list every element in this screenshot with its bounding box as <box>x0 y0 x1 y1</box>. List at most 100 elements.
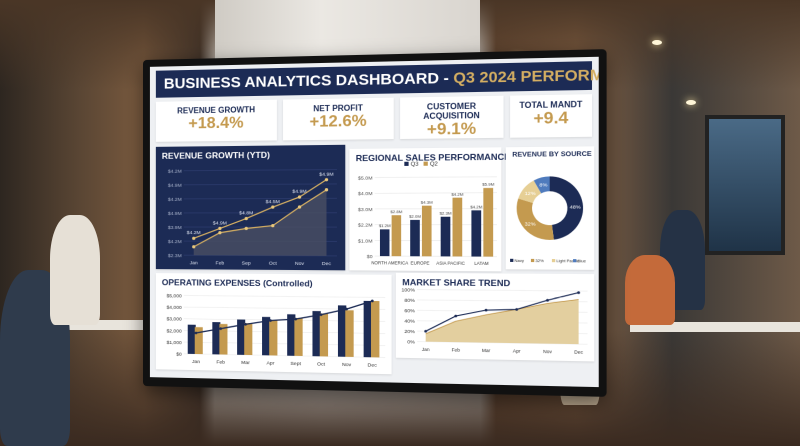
kpi-label: CUSTOMER ACQUISITION <box>423 101 480 122</box>
legend-label: Blue <box>577 259 585 263</box>
x-tick-label: Jan <box>422 347 430 352</box>
bar <box>440 216 451 257</box>
slice-label: 48% <box>570 204 582 210</box>
legend-swatch <box>573 259 577 263</box>
dashboard-title: BUSINESS ANALYTICS DASHBOARD - Q3 2024 P… <box>155 61 599 98</box>
x-tick-label: NORTH AMERICA <box>371 260 408 265</box>
data-label: $2.0M <box>409 214 421 219</box>
y-tick-label: 100% <box>401 287 415 293</box>
bar <box>410 219 420 257</box>
bar <box>187 324 196 354</box>
revenue-growth-chart: $2.3M $4.2M $3.9M $4.9M $4.2M $4.9M $4.2M $4.2M… <box>168 145 345 267</box>
y-tick-label: $4.2M <box>168 197 182 203</box>
x-tick-label: Apr <box>267 360 275 366</box>
data-point <box>297 195 302 199</box>
y-tick-label: $1.0M <box>358 238 373 244</box>
data-point <box>244 226 248 231</box>
x-tick-label: Sept <box>290 361 301 367</box>
gridline <box>184 184 337 185</box>
x-tick-label: Oct <box>269 261 278 267</box>
donut-slice <box>516 198 554 240</box>
x-tick-label: Dec <box>368 362 378 368</box>
y-tick-label: 20% <box>404 329 415 335</box>
data-label: $4.5M <box>266 199 280 205</box>
data-label: $4.9M <box>213 220 227 226</box>
slice-label: 32% <box>525 222 537 228</box>
bar <box>319 313 329 357</box>
y-tick-label: 80% <box>404 298 415 304</box>
y-tick-label: $2.2M <box>358 223 373 229</box>
revenue-growth-panel: REVENUE GROWTH (YTD) $2.3M $4.2M $3.9M $4.9… <box>155 144 346 271</box>
data-label: $4.8M <box>239 210 253 216</box>
operating-expenses-chart: $0 $1,000 $2,000 $3,000 $4,000 $5,000 Jan Feb Ma… <box>167 293 392 369</box>
gridline <box>375 177 497 178</box>
bar <box>483 187 494 257</box>
y-tick-label: 0% <box>407 339 415 345</box>
data-point <box>577 291 581 295</box>
bar <box>244 323 253 356</box>
data-point <box>297 205 302 209</box>
y-tick-label: $4.0M <box>358 191 373 197</box>
y-tick-label: 40% <box>404 318 415 324</box>
legend-label: 32% <box>535 259 544 263</box>
y-tick-label: $3.9M <box>168 225 182 231</box>
y-tick-label: $5,000 <box>167 293 182 299</box>
x-tick-label: Dec <box>574 349 584 355</box>
bar <box>363 300 373 358</box>
slice-label: 12% <box>525 191 537 197</box>
legend-label: Light Pacific <box>556 259 579 263</box>
x-tick-label: Nov <box>295 261 305 267</box>
data-label: $2.8M <box>390 209 402 214</box>
bar <box>337 305 347 357</box>
operating-expenses-panel: OPERATING EXPENSES (Controlled) $0 $1,000… <box>155 273 392 375</box>
person <box>50 215 100 325</box>
x-tick-label: Mar <box>241 360 250 366</box>
title-accent: Q3 2024 PERFORMANCE <box>453 65 599 88</box>
data-point <box>324 178 329 182</box>
gridline <box>184 307 386 309</box>
kpi-value: +9.1% <box>426 120 477 139</box>
gridline <box>375 193 497 194</box>
x-tick-label: Oct <box>317 361 326 367</box>
window <box>705 115 785 255</box>
y-tick-label: $3,000 <box>167 316 182 322</box>
gridline <box>184 170 337 171</box>
person <box>625 255 675 325</box>
tv-monitor: BUSINESS ANALYTICS DASHBOARD - Q3 2024 P… <box>143 49 607 397</box>
bar <box>471 210 482 257</box>
data-label: $4.9M <box>319 171 333 177</box>
bar <box>194 327 203 355</box>
y-tick-label: $4,000 <box>167 305 182 311</box>
bar <box>287 314 296 356</box>
y-tick-label: $4.9M <box>168 211 182 217</box>
y-tick-label: $3.0M <box>358 207 373 213</box>
x-tick-label: Sep <box>242 261 251 267</box>
bar <box>379 229 390 257</box>
desk <box>630 322 800 332</box>
ceiling-light <box>652 40 662 45</box>
regional-sales-chart: Q3 Q2 $0 $1.0M $2.2M $3.0M $4.0M $5.0M $1.2M $2.8… <box>358 161 501 266</box>
legend-label: Navy <box>514 259 524 263</box>
kpi-card-total: TOTAL MANDT +9.4 <box>510 94 593 138</box>
y-tick-label: $4.2M <box>168 169 182 175</box>
x-tick-label: EUROPE <box>411 260 430 265</box>
bar <box>370 300 380 358</box>
legend-label: Q2 <box>430 161 438 167</box>
y-tick-label: $4.9M <box>168 183 182 189</box>
x-tick-label: Feb <box>216 359 225 365</box>
dashboard-screen: BUSINESS ANALYTICS DASHBOARD - Q3 2024 P… <box>149 56 599 388</box>
data-label: $2.3M <box>440 210 452 215</box>
data-label: $1.2M <box>379 223 391 228</box>
bar <box>219 323 228 355</box>
y-tick-label: $0 <box>367 254 373 260</box>
gridline <box>184 295 386 297</box>
data-label: $4.2M <box>470 204 482 209</box>
x-tick-label: Apr <box>513 348 521 353</box>
kpi-card-revenue-growth: REVENUE GROWTH +18.4% <box>155 99 277 142</box>
revenue-by-source-panel: REVENUE BY SOURCE 48% 32% 12% 8% Navy 32% Ligh… <box>505 146 595 270</box>
kpi-value: +9.4 <box>533 109 569 128</box>
gridline <box>417 290 587 292</box>
y-tick-label: $5.0M <box>358 175 373 181</box>
data-point <box>192 236 196 240</box>
data-label: $5.9M <box>482 182 494 187</box>
